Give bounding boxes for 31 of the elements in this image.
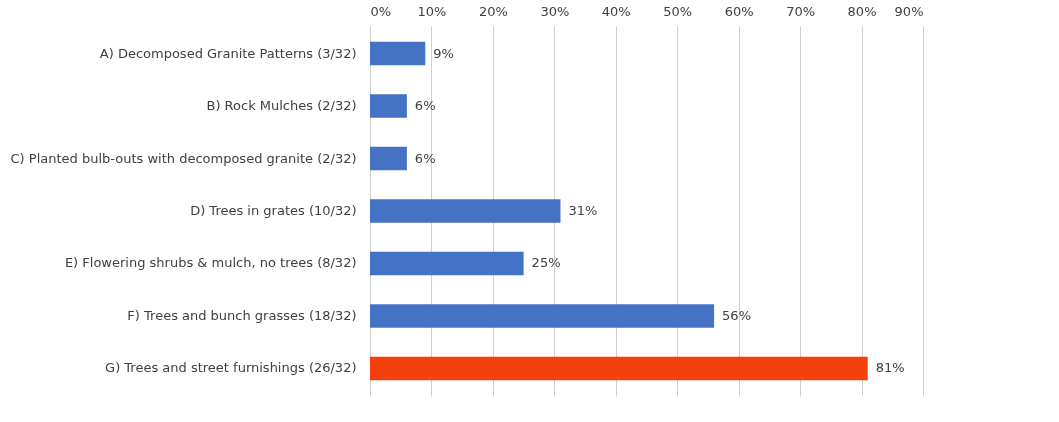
bar: [370, 199, 561, 223]
x-tick-label: 40%: [601, 3, 631, 19]
x-tick-label: 80%: [847, 3, 877, 19]
bar: [370, 146, 407, 171]
x-tick-label: 10%: [417, 3, 447, 19]
data-label: 31%: [568, 203, 598, 218]
x-tick-label: 20%: [478, 3, 508, 19]
y-tick-label: F) Trees and bunch grasses (18/32): [127, 307, 357, 323]
data-label: 56%: [722, 307, 751, 323]
y-tick-label: D) Trees in grates (10/32): [190, 203, 357, 218]
data-label: 6%: [414, 150, 436, 166]
data-label: 9%: [433, 45, 454, 61]
y-tick-label: C) Planted bulb-outs with decomposed granite (2/32): [10, 150, 357, 166]
bar: [370, 251, 524, 276]
y-tick-label: E) Flowering shrubs & mulch, no trees (8/32): [64, 255, 357, 271]
x-tick-label: 70%: [786, 3, 816, 19]
data-label: 81%: [875, 360, 905, 376]
y-tick-label: A) Decomposed Granite Patterns (3/32): [99, 45, 357, 61]
x-tick-label: 90%: [894, 3, 924, 19]
bar: [370, 94, 407, 118]
x-tick-label: 30%: [540, 3, 570, 19]
y-tick-label: G) Trees and street furnishings (26/32): [105, 360, 357, 376]
y-tick-label: B) Rock Mulches (2/32): [206, 98, 357, 114]
x-tick-label: 0%: [370, 3, 392, 19]
x-tick-label: 50%: [663, 3, 693, 19]
bar: [370, 41, 426, 66]
bar: [370, 304, 715, 328]
data-label: 6%: [414, 98, 436, 114]
data-label: 25%: [531, 255, 561, 271]
x-tick-label: 60%: [724, 3, 754, 19]
bar: [370, 356, 868, 381]
